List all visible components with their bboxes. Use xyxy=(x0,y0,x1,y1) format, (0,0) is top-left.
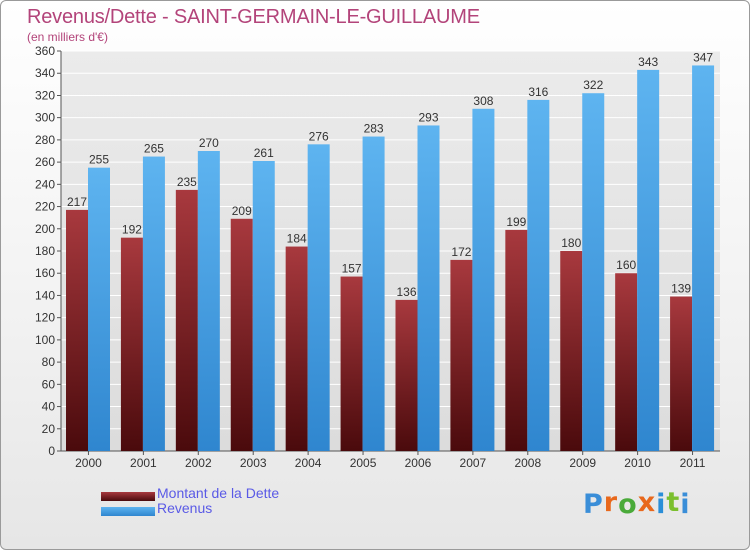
data-label-dette-2000: 217 xyxy=(67,195,87,209)
bar-revenus-2002 xyxy=(197,151,220,451)
bar-dette-2007 xyxy=(450,259,473,451)
chart-subtitle: (en milliers d'€) xyxy=(27,30,108,44)
bar-dette-2008 xyxy=(505,229,528,451)
x-tick-label-2006: 2006 xyxy=(405,456,432,470)
data-label-dette-2010: 160 xyxy=(616,258,636,272)
bar-revenus-2004 xyxy=(307,144,330,452)
logo-letter: i xyxy=(680,489,691,520)
y-tick-label: 140 xyxy=(35,288,55,302)
bar-revenus-2009 xyxy=(582,93,605,451)
bar-revenus-2005 xyxy=(362,136,385,452)
bar-revenus-2008 xyxy=(527,99,550,451)
logo-letter: x xyxy=(637,487,657,518)
legend-label-dette: Montant de la Dette xyxy=(157,485,280,501)
logo-letter: t xyxy=(666,487,681,518)
y-tick-label: 160 xyxy=(35,266,55,280)
y-tick-label: 0 xyxy=(48,444,55,458)
data-label-dette-2001: 192 xyxy=(122,223,142,237)
y-tick-label: 240 xyxy=(35,177,55,191)
x-tick-label-2008: 2008 xyxy=(514,456,541,470)
bar-dette-2003 xyxy=(230,218,253,451)
data-label-dette-2008: 199 xyxy=(506,215,526,229)
bar-dette-2001 xyxy=(120,237,143,451)
x-tick-label-2011: 2011 xyxy=(680,456,706,470)
bar-revenus-2006 xyxy=(417,125,440,451)
data-label-revenus-2005: 283 xyxy=(364,122,384,136)
x-tick-label-2004: 2004 xyxy=(295,456,322,470)
data-label-revenus-2010: 343 xyxy=(638,55,658,69)
legend-swatch-dette xyxy=(101,492,155,501)
bar-dette-2004 xyxy=(285,246,308,451)
bar-revenus-2007 xyxy=(472,108,495,452)
x-tick-label-2009: 2009 xyxy=(569,456,596,470)
bar-dette-2002 xyxy=(175,189,198,451)
logo-letter: o xyxy=(618,489,638,520)
chart-title: Revenus/Dette - SAINT-GERMAIN-LE-GUILLAU… xyxy=(27,6,480,28)
data-label-dette-2009: 180 xyxy=(561,236,581,250)
y-tick-label: 80 xyxy=(42,355,56,369)
proxiti-logo: Proxiti xyxy=(583,487,691,520)
x-tick-label-2005: 2005 xyxy=(350,456,377,470)
x-tick-label-2010: 2010 xyxy=(624,456,651,470)
data-label-revenus-2003: 261 xyxy=(254,146,274,160)
data-label-dette-2006: 136 xyxy=(396,285,416,299)
y-tick-label: 180 xyxy=(35,244,55,258)
bar-dette-2009 xyxy=(560,251,583,451)
data-label-dette-2007: 172 xyxy=(451,245,471,259)
bar-dette-2006 xyxy=(395,299,418,451)
data-label-dette-2003: 209 xyxy=(232,204,252,218)
x-tick-label-2007: 2007 xyxy=(460,456,487,470)
bar-revenus-2001 xyxy=(142,156,165,452)
data-label-revenus-2001: 265 xyxy=(144,142,164,156)
y-tick-label: 200 xyxy=(35,222,55,236)
bar-revenus-2003 xyxy=(252,161,275,451)
y-tick-label: 40 xyxy=(42,400,56,414)
legend-swatch-revenus xyxy=(101,507,155,516)
data-label-revenus-2008: 316 xyxy=(528,85,548,99)
bar-revenus-2010 xyxy=(637,69,660,451)
y-tick-label: 340 xyxy=(35,66,55,80)
data-label-dette-2002: 235 xyxy=(177,175,197,189)
data-label-revenus-2011: 347 xyxy=(693,50,713,64)
data-label-revenus-2002: 270 xyxy=(199,136,219,150)
x-tick-label-2003: 2003 xyxy=(240,456,267,470)
data-label-revenus-2000: 255 xyxy=(89,153,109,167)
data-label-dette-2011: 139 xyxy=(671,282,691,296)
data-label-revenus-2009: 322 xyxy=(583,78,603,92)
bar-dette-2010 xyxy=(615,273,638,451)
data-label-dette-2005: 157 xyxy=(342,262,362,276)
y-tick-label: 280 xyxy=(35,133,55,147)
logo-letter: P xyxy=(583,489,604,520)
y-tick-label: 360 xyxy=(35,44,55,58)
y-tick-label: 20 xyxy=(42,422,56,436)
bar-dette-2000 xyxy=(66,209,88,451)
x-tick-label-2000: 2000 xyxy=(75,456,102,470)
data-label-dette-2004: 184 xyxy=(287,232,307,246)
y-tick-label: 260 xyxy=(35,155,55,169)
bar-dette-2011 xyxy=(670,296,693,451)
bar-revenus-2011 xyxy=(692,65,715,451)
data-label-revenus-2007: 308 xyxy=(473,94,493,108)
logo-letter: r xyxy=(603,487,619,518)
y-tick-label: 320 xyxy=(35,88,55,102)
y-tick-label: 300 xyxy=(35,111,55,125)
data-label-revenus-2004: 276 xyxy=(309,129,329,143)
y-tick-label: 100 xyxy=(35,333,55,347)
y-tick-label: 120 xyxy=(35,311,55,325)
x-tick-label-2002: 2002 xyxy=(185,456,212,470)
logo-letter: i xyxy=(656,489,667,520)
x-tick-label-2001: 2001 xyxy=(130,456,157,470)
y-tick-label: 60 xyxy=(42,377,56,391)
bar-dette-2005 xyxy=(340,276,363,451)
y-tick-label: 220 xyxy=(35,200,55,214)
bar-revenus-2000 xyxy=(88,167,110,451)
legend-label-revenus: Revenus xyxy=(157,500,213,516)
data-label-revenus-2006: 293 xyxy=(418,110,438,124)
